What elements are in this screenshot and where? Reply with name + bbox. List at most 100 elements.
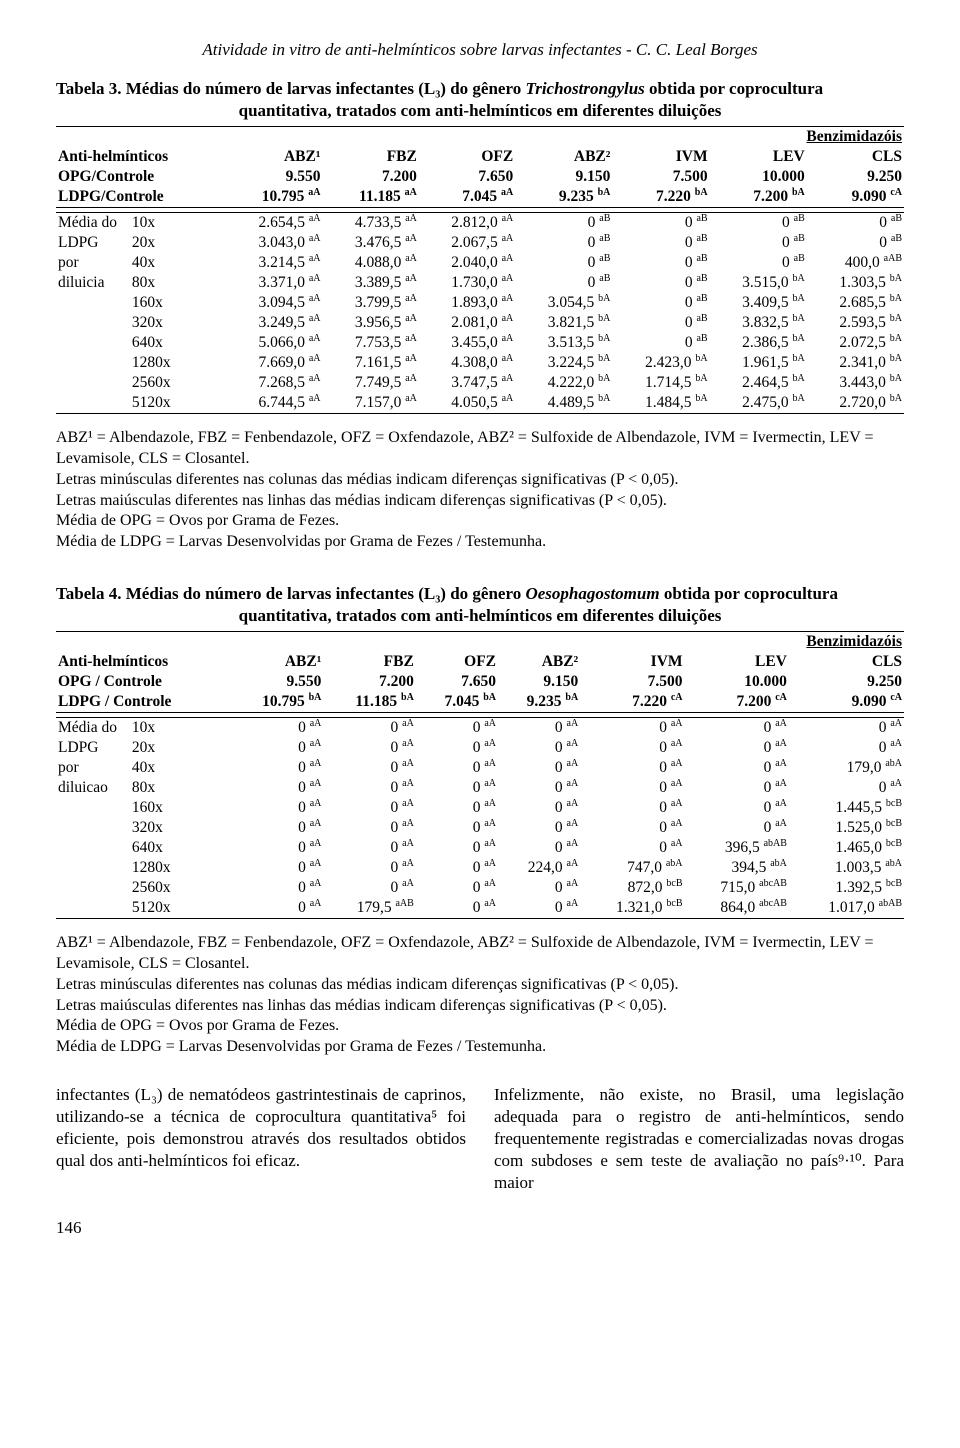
data-cell: 3.455,0 aA (419, 333, 515, 353)
col-header: Anti-helmínticos (56, 652, 230, 672)
t4-caption-a: Tabela 4. Médias do número de larvas inf… (56, 584, 525, 603)
data-cell: 3.043,0 aA (226, 233, 322, 253)
col-header: CLS (789, 652, 904, 672)
data-cell: 0 aA (685, 758, 789, 778)
col-header: FBZ (323, 652, 415, 672)
data-cell: 1.321,0 bcB (580, 898, 684, 919)
ldpg-value: 9.235 bA (515, 187, 612, 208)
table4-footnotes: ABZ¹ = Albendazole, FBZ = Fenbendazole, … (56, 933, 904, 1058)
row-label: LDPG 20x (56, 738, 230, 758)
page: Atividade in vitro de anti-helmínticos s… (0, 0, 960, 1278)
row-label: Média do 10x (56, 718, 230, 739)
data-cell: 0 aA (323, 838, 415, 858)
row-label: diluicao 80x (56, 778, 230, 798)
data-cell: 0 aB (515, 253, 612, 273)
data-cell: 0 aB (612, 253, 709, 273)
data-cell: 396,5 abAB (685, 838, 789, 858)
data-cell: 0 aA (323, 758, 415, 778)
t4-caption-b: obtida por coprocultura (660, 584, 838, 603)
data-cell: 0 aA (498, 818, 580, 838)
data-cell: 0 aA (230, 898, 324, 919)
data-cell: 0 aA (323, 858, 415, 878)
data-cell: 3.443,0 bA (807, 373, 904, 393)
data-cell: 0 aA (416, 758, 498, 778)
data-cell: 0 aA (230, 778, 324, 798)
opg-value: 7.650 (419, 167, 515, 187)
data-cell: 0 aA (789, 718, 904, 739)
ldpg-value: 9.090 cA (789, 692, 904, 713)
opg-value: 7.500 (612, 167, 709, 187)
col-header: OFZ (416, 652, 498, 672)
body-columns: infectantes (L₃) de nematódeos gastrinte… (56, 1084, 904, 1194)
row-label: 5120x (56, 898, 230, 919)
opg-value: 9.150 (498, 672, 580, 692)
data-cell: 3.799,5 aA (323, 293, 419, 313)
data-cell: 1.730,0 aA (419, 273, 515, 293)
data-cell: 0 aA (580, 778, 684, 798)
data-cell: 2.464,5 bA (710, 373, 807, 393)
data-cell: 3.515,0 bA (710, 273, 807, 293)
data-cell: 0 aA (498, 798, 580, 818)
data-cell: 0 aB (612, 233, 709, 253)
data-cell: 0 aA (685, 718, 789, 739)
ldpg-value: 10.795 bA (230, 692, 324, 713)
data-cell: 0 aA (580, 798, 684, 818)
data-cell: 2.386,5 bA (710, 333, 807, 353)
data-cell: 6.744,5 aA (226, 393, 322, 414)
col-header: ABZ¹ (230, 652, 324, 672)
data-cell: 4.088,0 aA (323, 253, 419, 273)
opg-value: 7.500 (580, 672, 684, 692)
row-label: diluicia 80x (56, 273, 226, 293)
data-cell: 1.893,0 aA (419, 293, 515, 313)
data-cell: 0 aA (685, 778, 789, 798)
data-cell: 3.747,5 aA (419, 373, 515, 393)
data-cell: 2.072,5 bA (807, 333, 904, 353)
col-header: CLS (807, 147, 904, 167)
fn-min2: Letras minúsculas diferentes nas colunas… (56, 975, 904, 996)
data-cell: 0 aA (416, 838, 498, 858)
data-cell: 1.445,5 bcB (789, 798, 904, 818)
table4-caption: Tabela 4. Médias do número de larvas inf… (56, 583, 904, 627)
ldpg-value: 9.090 cA (807, 187, 904, 208)
data-cell: 5.066,0 aA (226, 333, 322, 353)
fn-opg: Média de OPG = Ovos por Grama de Fezes. (56, 511, 904, 532)
data-cell: 3.371,0 aA (226, 273, 322, 293)
data-cell: 1.484,5 bA (612, 393, 709, 414)
col-header: ABZ² (515, 147, 612, 167)
col-header: LEV (710, 147, 807, 167)
table4: BenzimidazóisAnti-helmínticosABZ¹FBZOFZA… (56, 631, 904, 919)
t3-caption-b: obtida por coprocultura (645, 79, 823, 98)
row-label: por 40x (56, 253, 226, 273)
data-cell: 2.423,0 bA (612, 353, 709, 373)
data-cell: 4.489,5 bA (515, 393, 612, 414)
data-cell: 0 aA (498, 718, 580, 739)
fn-abbr2: ABZ¹ = Albendazole, FBZ = Fenbendazole, … (56, 933, 904, 975)
opg-label: OPG/Controle (56, 167, 226, 187)
row-label: 160x (56, 798, 230, 818)
ldpg-label: LDPG / Controle (56, 692, 230, 713)
data-cell: 0 aA (498, 898, 580, 919)
data-cell: 0 aA (230, 818, 324, 838)
data-cell: 3.476,5 aA (323, 233, 419, 253)
data-cell: 1.392,5 bcB (789, 878, 904, 898)
data-cell: 0 aA (323, 738, 415, 758)
data-cell: 0 aA (498, 838, 580, 858)
fn-opg2: Média de OPG = Ovos por Grama de Fezes. (56, 1016, 904, 1037)
fn-min: Letras minúsculas diferentes nas colunas… (56, 470, 904, 491)
t4-genus: Oesophagostomum (525, 584, 659, 603)
fn-abbr: ABZ¹ = Albendazole, FBZ = Fenbendazole, … (56, 428, 904, 470)
data-cell: 2.341,0 bA (807, 353, 904, 373)
data-cell: 0 aB (710, 253, 807, 273)
data-cell: 0 aA (498, 758, 580, 778)
data-cell: 0 aB (807, 233, 904, 253)
ldpg-value: 11.185 bA (323, 692, 415, 713)
data-cell: 0 aA (580, 718, 684, 739)
data-cell: 0 aA (416, 898, 498, 919)
data-cell: 179,5 aAB (323, 898, 415, 919)
row-label: 320x (56, 818, 230, 838)
fn-ldpg2: Média de LDPG = Larvas Desenvolvidas por… (56, 1037, 904, 1058)
data-cell: 4.050,5 aA (419, 393, 515, 414)
opg-value: 7.200 (323, 672, 415, 692)
col-header: IVM (580, 652, 684, 672)
fn-mai: Letras maiúsculas diferentes nas linhas … (56, 491, 904, 512)
